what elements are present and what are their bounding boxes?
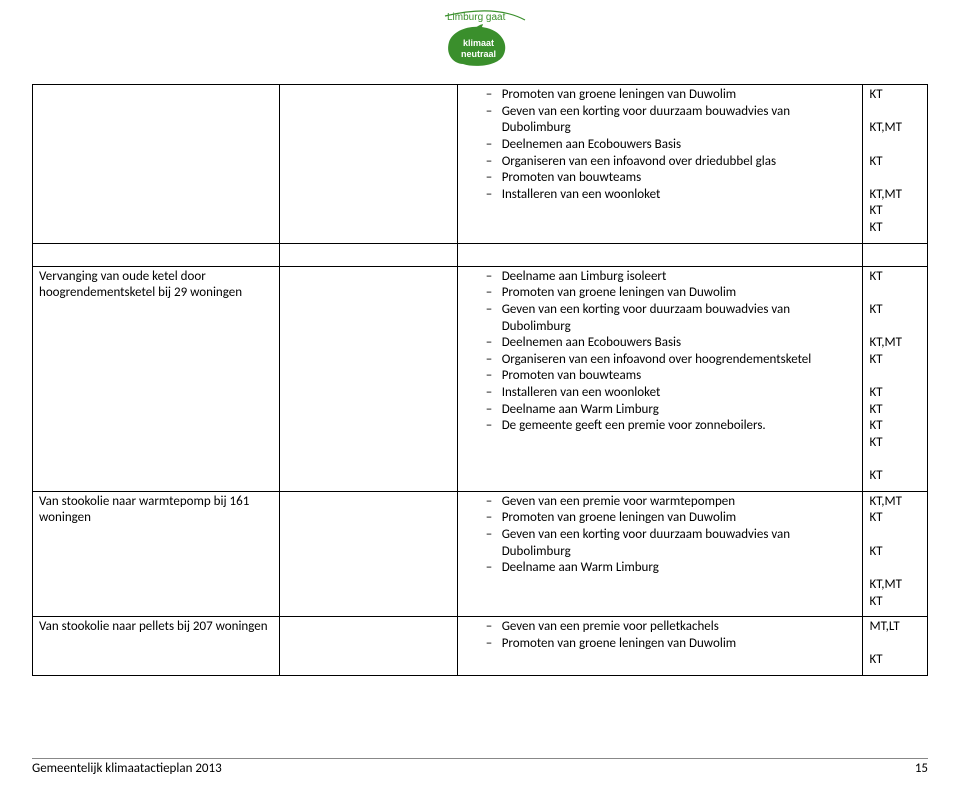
col-measure: Van stookolie naar pellets bij 207 wonin… bbox=[33, 617, 280, 676]
action-item: Organiseren van een infoavond over hoogr… bbox=[486, 352, 857, 369]
action-list: Geven van een premie voor pelletkachelsP… bbox=[464, 619, 857, 652]
logo-text-2: klimaat bbox=[463, 38, 494, 48]
action-item: Geven van een korting voor duurzaam bouw… bbox=[486, 104, 857, 137]
col-actions: Geven van een premie voor pelletkachelsP… bbox=[457, 617, 863, 676]
action-item: Promoten van bouwteams bbox=[486, 170, 857, 187]
action-list: Deelname aan Limburg isoleertPromoten va… bbox=[464, 269, 857, 435]
col-actions: Promoten van groene leningen van Duwolim… bbox=[457, 85, 863, 244]
action-item: Installeren van een woonloket bbox=[486, 187, 857, 204]
action-item: Deelname aan Limburg isoleert bbox=[486, 269, 857, 286]
code-cell: KT,MT bbox=[869, 577, 921, 594]
col-empty bbox=[279, 243, 457, 266]
code-cell: KT bbox=[869, 510, 921, 527]
page: Limburg gaat klimaat neutraal Promoten v… bbox=[0, 0, 960, 790]
code-cell: KT bbox=[869, 544, 921, 561]
col-empty bbox=[279, 617, 457, 676]
code-cell: KT bbox=[869, 352, 921, 369]
table-row: Promoten van groene leningen van Duwolim… bbox=[33, 85, 928, 244]
col-actions: Deelname aan Limburg isoleertPromoten va… bbox=[457, 266, 863, 491]
col-codes: MT,LT KT bbox=[863, 617, 928, 676]
code-cell: MT,LT bbox=[869, 619, 921, 636]
code-cell: KT bbox=[869, 435, 921, 452]
col-codes bbox=[863, 243, 928, 266]
logo-text-3: neutraal bbox=[461, 49, 496, 59]
col-codes: KT KT KT,MTKT KTKTKTKT KT bbox=[863, 266, 928, 491]
code-cell: KT,MT bbox=[869, 120, 921, 137]
code-cell: KT bbox=[869, 402, 921, 419]
code-cell: KT bbox=[869, 220, 921, 237]
action-item: Promoten van groene leningen van Duwolim bbox=[486, 285, 857, 302]
col-actions bbox=[457, 243, 863, 266]
col-measure bbox=[33, 85, 280, 244]
code-cell bbox=[869, 170, 921, 187]
code-cell: KT bbox=[869, 468, 921, 485]
content-table: Promoten van groene leningen van Duwolim… bbox=[32, 84, 928, 676]
col-empty bbox=[279, 266, 457, 491]
code-cell bbox=[869, 368, 921, 385]
code-cell bbox=[869, 285, 921, 302]
code-cell: KT bbox=[869, 385, 921, 402]
code-cell: KT bbox=[869, 418, 921, 435]
code-cell: KT bbox=[869, 302, 921, 319]
code-cell bbox=[869, 527, 921, 544]
code-cell: KT bbox=[869, 203, 921, 220]
action-list: Promoten van groene leningen van Duwolim… bbox=[464, 87, 857, 203]
code-cell: KT bbox=[869, 594, 921, 611]
action-item: Geven van een premie voor pelletkachels bbox=[486, 619, 857, 636]
table-row: Van stookolie naar warmtepomp bij 161 wo… bbox=[33, 491, 928, 616]
action-item: Deelnemen aan Ecobouwers Basis bbox=[486, 137, 857, 154]
action-item: Promoten van groene leningen van Duwolim bbox=[486, 87, 857, 104]
action-item: Promoten van groene leningen van Duwolim bbox=[486, 510, 857, 527]
action-item: Organiseren van een infoavond over dried… bbox=[486, 154, 857, 171]
code-cell bbox=[869, 319, 921, 336]
action-item: Geven van een premie voor warmtepompen bbox=[486, 494, 857, 511]
code-cell bbox=[869, 452, 921, 469]
action-item: Geven van een korting voor duurzaam bouw… bbox=[486, 527, 857, 560]
action-item: Promoten van bouwteams bbox=[486, 368, 857, 385]
col-empty bbox=[279, 491, 457, 616]
code-cell bbox=[869, 560, 921, 577]
col-codes: KT,MTKT KT KT,MTKT bbox=[863, 491, 928, 616]
code-cell: KT,MT bbox=[869, 187, 921, 204]
col-codes: KT KT,MT KT KT,MTKTKT bbox=[863, 85, 928, 244]
col-measure bbox=[33, 243, 280, 266]
table-row bbox=[33, 243, 928, 266]
code-cell bbox=[869, 137, 921, 154]
code-cell bbox=[869, 104, 921, 121]
code-cell: KT bbox=[869, 652, 921, 669]
page-footer: Gemeentelijk klimaatactieplan 2013 15 bbox=[32, 758, 928, 776]
code-cell: KT bbox=[869, 154, 921, 171]
logo: Limburg gaat klimaat neutraal bbox=[425, 10, 535, 72]
code-cell: KT,MT bbox=[869, 335, 921, 352]
col-actions: Geven van een premie voor warmtepompenPr… bbox=[457, 491, 863, 616]
action-item: Promoten van groene leningen van Duwolim bbox=[486, 636, 857, 653]
action-list: Geven van een premie voor warmtepompenPr… bbox=[464, 494, 857, 577]
table-row: Vervanging van oude ketel door hoogrende… bbox=[33, 266, 928, 491]
action-item: Geven van een korting voor duurzaam bouw… bbox=[486, 302, 857, 335]
code-cell: KT,MT bbox=[869, 494, 921, 511]
code-cell: KT bbox=[869, 87, 921, 104]
col-empty bbox=[279, 85, 457, 244]
action-item: Installeren van een woonloket bbox=[486, 385, 857, 402]
page-number: 15 bbox=[915, 761, 928, 776]
col-measure: Vervanging van oude ketel door hoogrende… bbox=[33, 266, 280, 491]
action-item: Deelname aan Warm Limburg bbox=[486, 560, 857, 577]
action-item: Deelnemen aan Ecobouwers Basis bbox=[486, 335, 857, 352]
logo-text-1: Limburg gaat bbox=[447, 12, 506, 23]
code-cell bbox=[869, 636, 921, 653]
action-item: Deelname aan Warm Limburg bbox=[486, 402, 857, 419]
table-row: Van stookolie naar pellets bij 207 wonin… bbox=[33, 617, 928, 676]
action-item: De gemeente geeft een premie voor zonneb… bbox=[486, 418, 857, 435]
code-cell: KT bbox=[869, 269, 921, 286]
col-measure: Van stookolie naar warmtepomp bij 161 wo… bbox=[33, 491, 280, 616]
footer-text: Gemeentelijk klimaatactieplan 2013 bbox=[32, 761, 222, 776]
